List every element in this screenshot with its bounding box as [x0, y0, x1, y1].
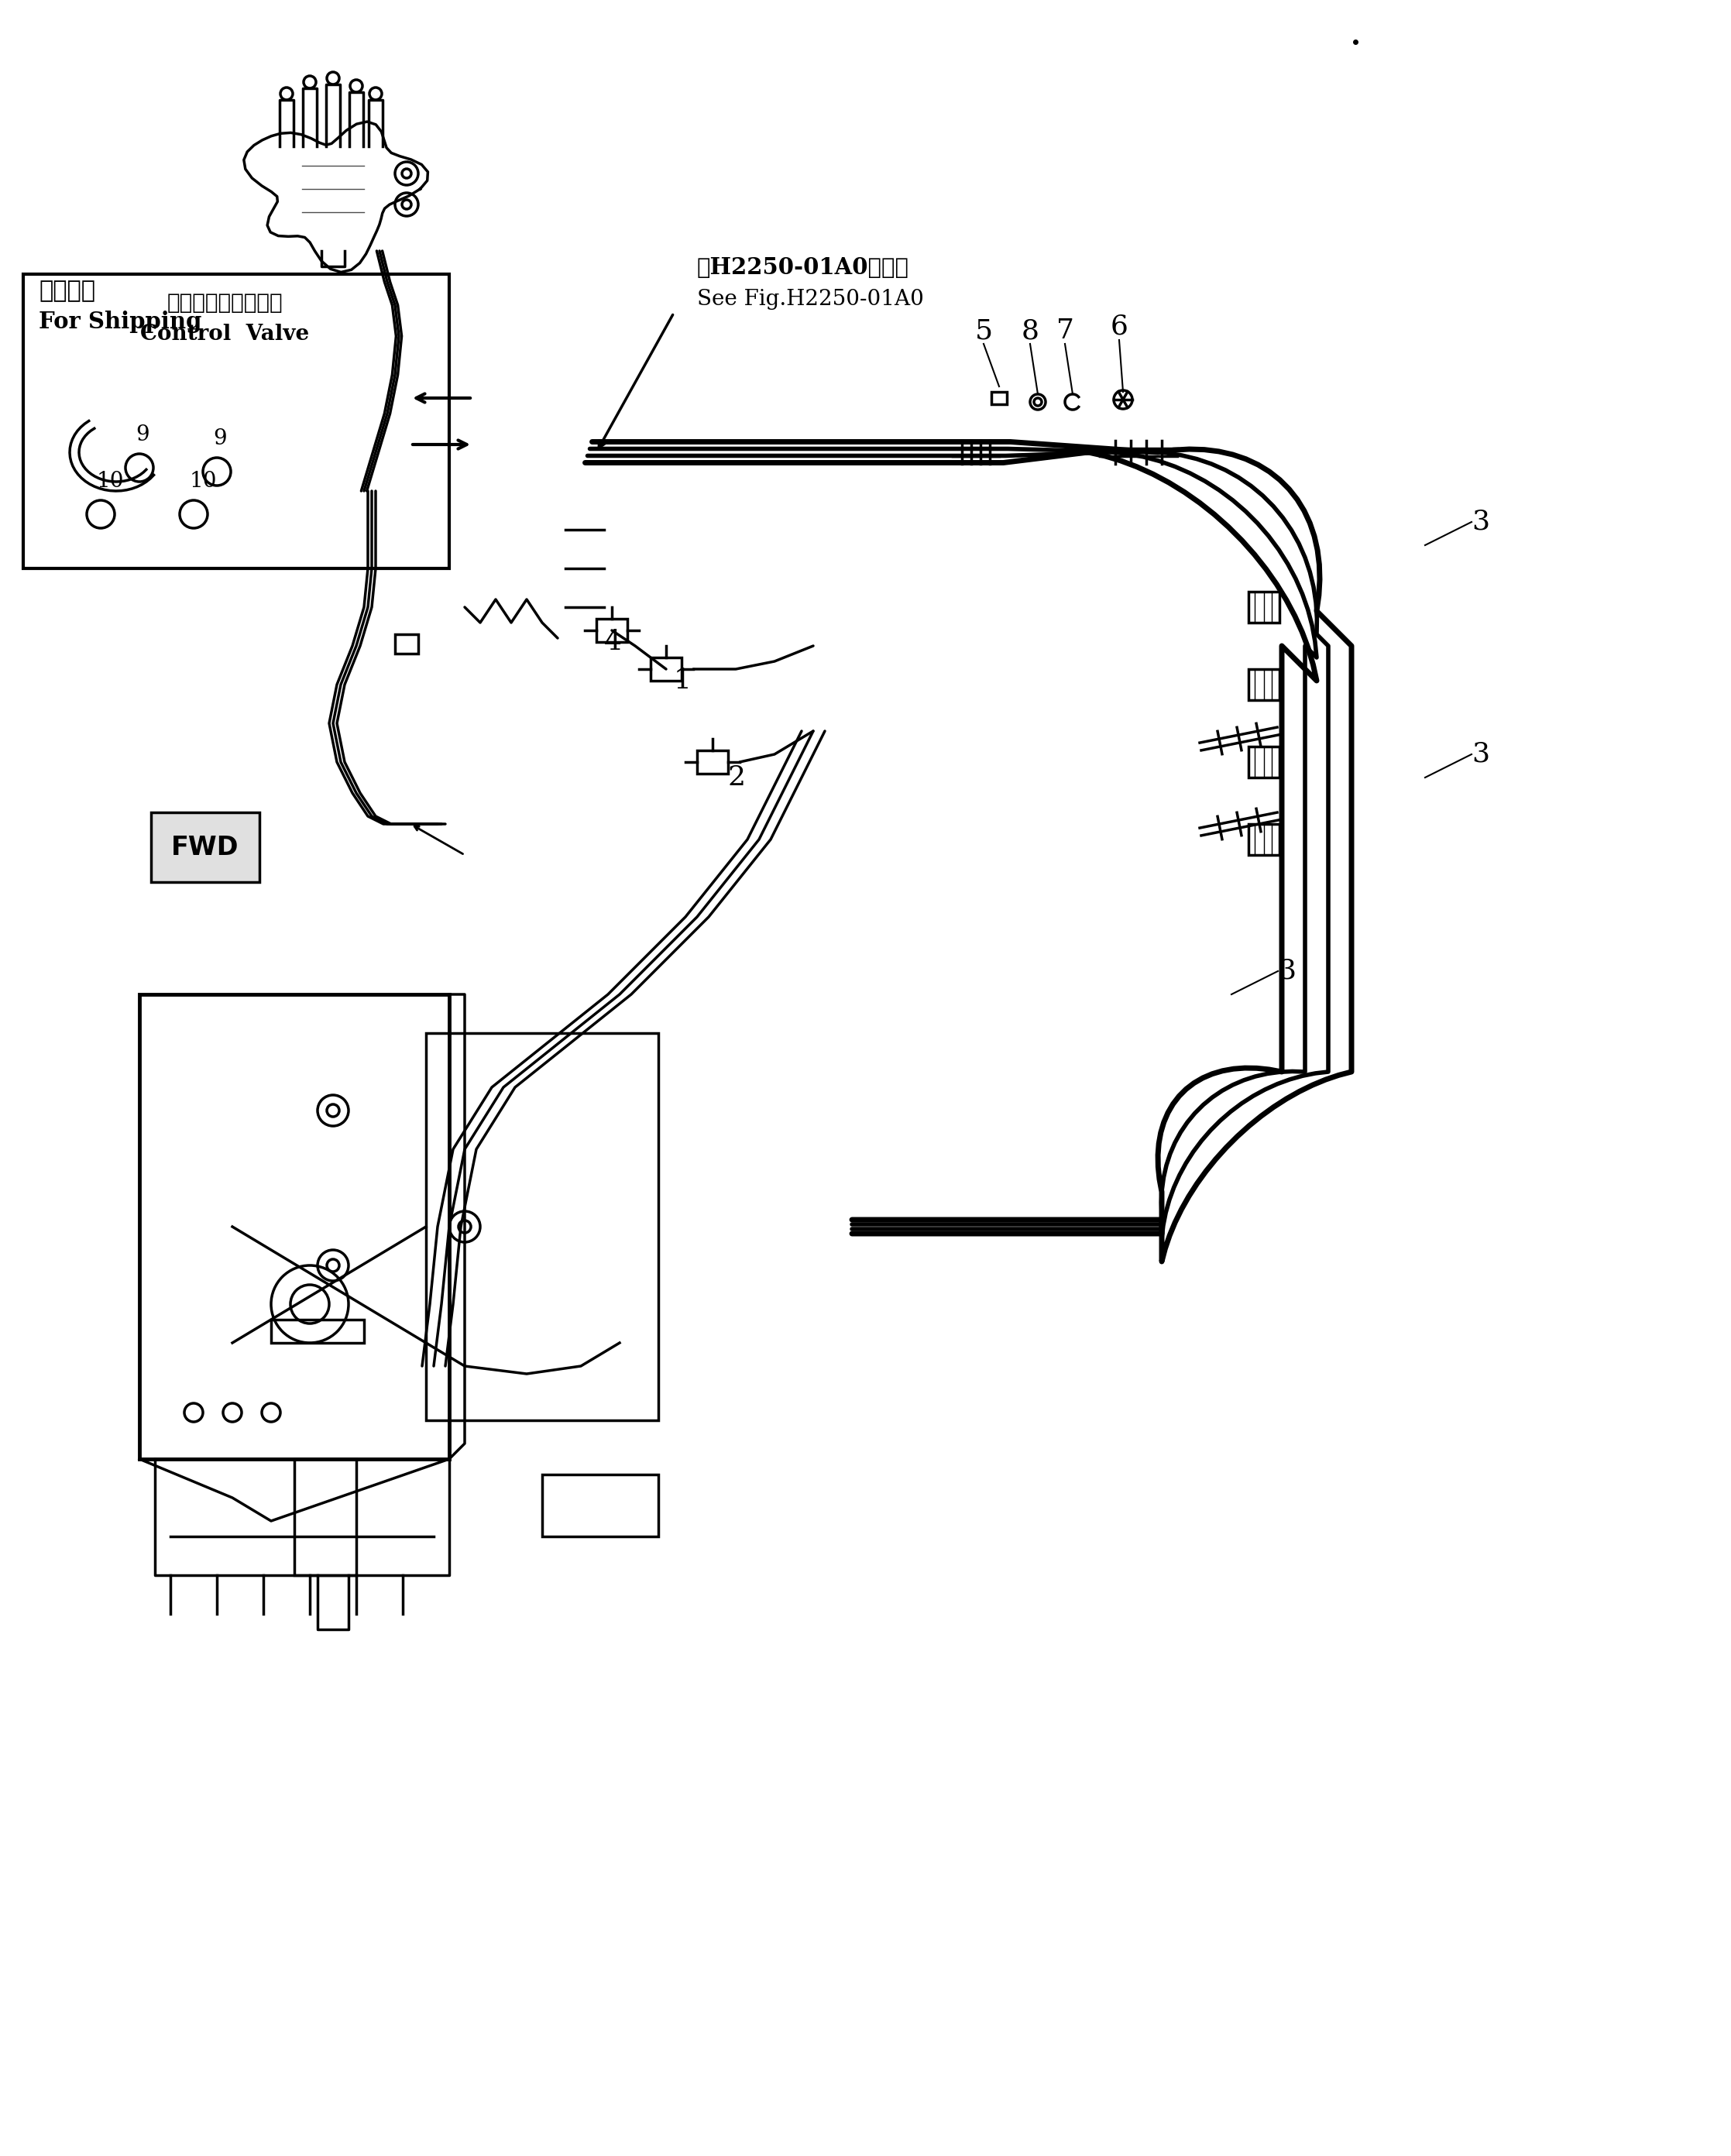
Bar: [698, 750, 729, 774]
Bar: [651, 658, 682, 681]
FancyBboxPatch shape: [151, 813, 260, 882]
Bar: [395, 634, 419, 653]
Text: Control  Valve: Control Valve: [140, 323, 310, 345]
Text: 3: 3: [1471, 742, 1489, 768]
Text: 3: 3: [1277, 957, 1297, 985]
Bar: [272, 1319, 364, 1343]
Bar: [597, 619, 627, 642]
Bar: [992, 392, 1007, 405]
Text: 10: 10: [190, 470, 218, 492]
Text: 10: 10: [97, 470, 125, 492]
Bar: [23, 274, 450, 569]
Text: 5: 5: [975, 317, 992, 343]
Text: 1: 1: [673, 668, 692, 694]
Text: 8: 8: [1021, 317, 1039, 343]
Text: For Shipping: For Shipping: [38, 310, 201, 332]
Bar: [294, 1460, 357, 1576]
Text: 運搞部品: 運搞部品: [38, 278, 95, 302]
Text: 第H2250-01A0図参照: 第H2250-01A0図参照: [698, 257, 909, 278]
Text: 4: 4: [604, 630, 621, 655]
Text: 9: 9: [213, 429, 227, 448]
Text: 6: 6: [1110, 313, 1129, 341]
Text: 2: 2: [729, 765, 746, 791]
Text: 9: 9: [135, 425, 149, 446]
Bar: [426, 1033, 658, 1421]
Text: 7: 7: [1056, 317, 1073, 343]
Text: コントロールバルブ: コントロールバルブ: [166, 293, 282, 313]
Bar: [1248, 824, 1279, 856]
Bar: [1248, 668, 1279, 701]
Bar: [1248, 746, 1279, 778]
Bar: [1248, 591, 1279, 623]
Text: 3: 3: [1471, 509, 1489, 535]
Text: FWD: FWD: [171, 834, 239, 860]
Text: See Fig.H2250-01A0: See Fig.H2250-01A0: [698, 289, 924, 310]
Bar: [542, 1475, 658, 1537]
Bar: [140, 994, 450, 1460]
